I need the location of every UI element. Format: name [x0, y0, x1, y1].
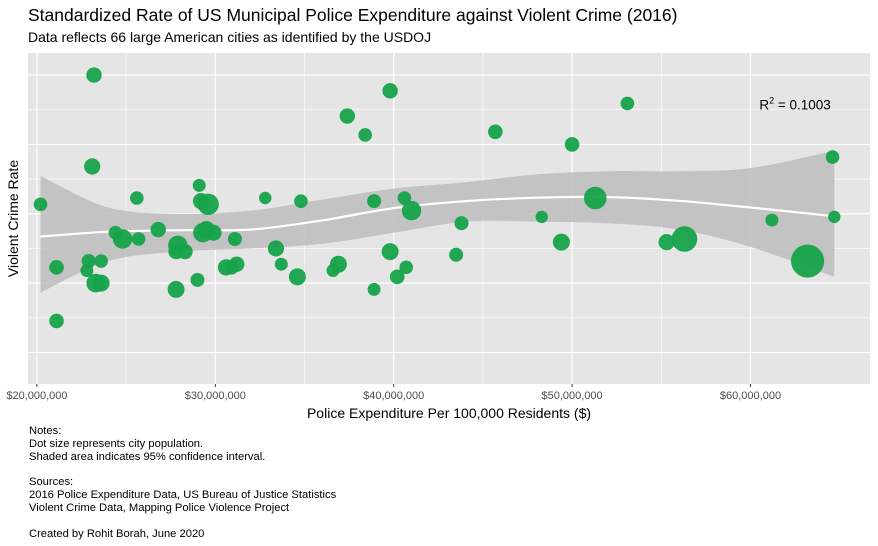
x-axis-ticks: $20,000,000 $30,000,000 $40,000,000 $50,000… [6, 384, 781, 402]
data-point [381, 243, 399, 261]
data-point [267, 240, 285, 257]
data-point [259, 191, 272, 205]
data-point [131, 232, 146, 246]
data-point [828, 210, 841, 224]
data-point [671, 226, 698, 252]
y-axis-title: Violent Crime Rate [5, 160, 21, 277]
credit-line: Created by Rohit Borah, June 2020 [29, 528, 205, 540]
data-point [326, 264, 340, 278]
data-point [205, 224, 222, 241]
data-point [488, 124, 503, 140]
data-point [564, 137, 580, 152]
data-point [192, 178, 206, 192]
data-point [94, 254, 108, 268]
data-point [389, 269, 405, 285]
data-point [224, 260, 239, 275]
data-point [130, 191, 144, 205]
r2-value: = 0.1003 [774, 98, 831, 113]
data-point [150, 221, 166, 238]
sources-line-1: 2016 Police Expenditure Data, US Bureau … [29, 489, 337, 501]
r2-prefix: R [759, 98, 769, 113]
r-squared-annotation: R2 = 0.1003 [759, 96, 830, 113]
data-point [274, 257, 288, 271]
data-point [401, 200, 422, 221]
notes-block: Notes: Dot size represents city populati… [29, 425, 265, 464]
x-tick-label: $60,000,000 [720, 390, 781, 402]
data-point [197, 193, 219, 216]
data-point [80, 264, 94, 278]
data-points [33, 67, 841, 329]
data-point [84, 158, 101, 175]
r2-exponent: 2 [769, 96, 774, 106]
notes-line-1: Dot size represents city population. [29, 438, 204, 450]
chart-subtitle: Data reflects 66 large American cities a… [28, 29, 432, 45]
data-point [112, 229, 133, 249]
data-point [454, 216, 469, 231]
data-point [552, 233, 570, 251]
data-point [790, 244, 825, 278]
data-point [382, 83, 398, 99]
data-point [294, 194, 308, 208]
data-point [825, 150, 840, 164]
data-point [167, 280, 185, 298]
x-tick-label: $30,000,000 [185, 390, 246, 402]
sources-line-2: Violent Crime Data, Mapping Police Viole… [29, 502, 290, 514]
data-point [227, 231, 242, 246]
data-point [92, 274, 110, 292]
data-point [765, 213, 779, 227]
data-point [190, 272, 205, 287]
data-point [33, 197, 48, 212]
data-point [288, 268, 306, 286]
data-point [399, 260, 413, 275]
x-tick-label: $50,000,000 [542, 390, 603, 402]
x-tick-label: $40,000,000 [363, 390, 424, 402]
chart-title: Standardized Rate of US Municipal Police… [28, 5, 678, 25]
data-point [367, 282, 381, 296]
data-point [449, 247, 464, 262]
data-point [583, 186, 607, 210]
data-point [358, 128, 372, 142]
sources-block: Sources: 2016 Police Expenditure Data, U… [29, 476, 336, 515]
data-point [620, 96, 635, 111]
data-point [49, 313, 64, 329]
data-point [658, 234, 675, 251]
data-point [367, 194, 382, 209]
data-point [339, 108, 356, 124]
notes-line-2: Shaded area indicates 95% confidence int… [29, 451, 266, 463]
data-point [49, 260, 64, 275]
x-axis-title: Police Expenditure Per 100,000 Residents… [307, 405, 591, 421]
data-point [86, 67, 102, 83]
data-point [535, 210, 548, 224]
x-tick-label: $20,000,000 [6, 390, 67, 402]
data-point [397, 191, 412, 205]
smooth-fit-line [40, 195, 835, 238]
confidence-ribbon [40, 150, 835, 293]
sources-heading: Sources: [29, 476, 74, 488]
data-point [177, 243, 193, 260]
notes-heading: Notes: [29, 425, 62, 437]
